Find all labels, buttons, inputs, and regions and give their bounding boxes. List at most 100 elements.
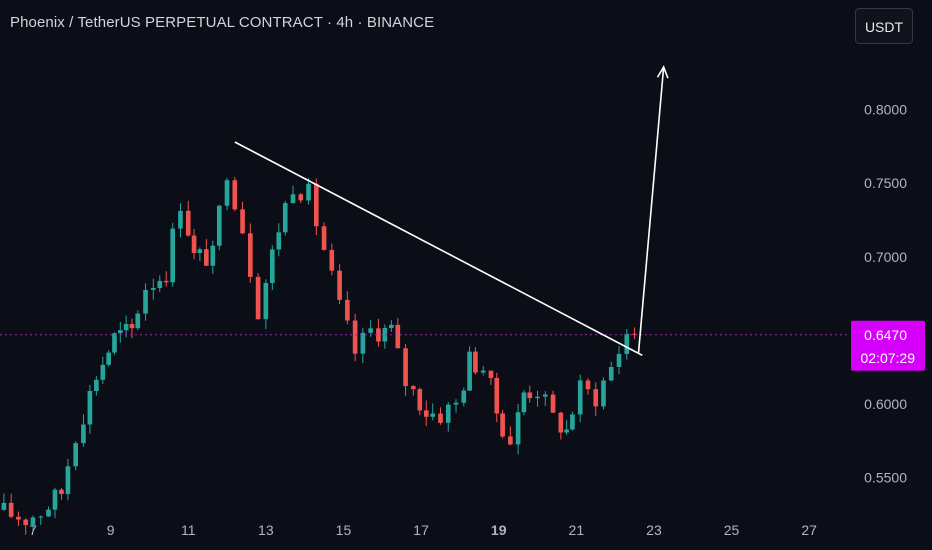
candle [313, 178, 319, 236]
candle [508, 426, 513, 446]
candle-body [143, 289, 148, 314]
candle [210, 240, 216, 274]
bar-countdown: 02:07:29 [861, 350, 916, 366]
x-tick-label: 25 [724, 522, 740, 538]
candle-body [210, 245, 216, 266]
candle [1, 493, 7, 511]
currency-button[interactable]: USDT [855, 8, 913, 44]
candle-body [550, 394, 556, 413]
candle [527, 385, 533, 403]
candle-body [527, 392, 533, 399]
candle-body [608, 366, 614, 381]
candle [112, 332, 117, 355]
annotations-layer [234, 65, 669, 357]
candle-body [306, 183, 311, 201]
candle-body [345, 299, 350, 321]
candle [423, 400, 429, 427]
candle [38, 515, 44, 525]
candle-body [232, 180, 238, 210]
candle [123, 315, 129, 338]
candle [46, 506, 51, 517]
chart-title: Phoenix / TetherUS PERPETUAL CONTRACT · … [10, 14, 435, 31]
candle-body [461, 390, 467, 403]
candle-body [87, 391, 93, 425]
candle-body [521, 392, 527, 413]
candle-body [360, 332, 366, 354]
candle [143, 283, 148, 321]
candle-body [558, 412, 564, 433]
candle [345, 291, 350, 325]
candle [197, 247, 203, 262]
candle-body [585, 380, 591, 390]
candle [488, 370, 494, 386]
candle [389, 320, 394, 332]
candle [23, 518, 29, 535]
forecast-arrow[interactable] [637, 66, 665, 354]
candle-body [170, 228, 176, 283]
candle [417, 387, 423, 416]
candle-body [16, 516, 21, 520]
candle [564, 420, 569, 435]
candle [570, 411, 575, 431]
candle-body [8, 502, 14, 517]
x-tick-label: 7 [29, 522, 37, 538]
candle [106, 350, 111, 367]
candle [282, 200, 288, 236]
candle [601, 377, 606, 410]
candle-body [178, 210, 183, 229]
candle [30, 515, 36, 531]
candle-body [321, 226, 327, 250]
candle [445, 401, 451, 432]
candle [593, 382, 599, 416]
candle-body [488, 370, 494, 378]
candle-body [240, 209, 245, 234]
candle-body [352, 320, 358, 354]
candle [550, 390, 556, 414]
x-tick-label: 9 [107, 522, 115, 538]
candle [59, 487, 64, 500]
candle [376, 318, 381, 347]
candle [337, 264, 342, 305]
candle [438, 407, 443, 425]
candle [65, 458, 71, 501]
candle-body [438, 413, 443, 423]
candle-body [150, 287, 156, 290]
trendline[interactable] [234, 141, 643, 357]
candle-body [632, 333, 637, 335]
candle-body [395, 324, 401, 349]
candle [542, 391, 548, 406]
candle [329, 243, 335, 276]
candle-body [255, 276, 261, 320]
candle [558, 411, 564, 440]
candle [321, 222, 327, 251]
candle-body [382, 327, 388, 342]
candle-body [23, 519, 29, 526]
candle [403, 343, 408, 396]
candle-body [1, 502, 7, 510]
candle [624, 328, 630, 360]
candle-body [298, 194, 304, 201]
candle [521, 390, 527, 416]
x-tick-label: 15 [336, 522, 352, 538]
candle [185, 200, 191, 237]
candle [204, 239, 209, 267]
candle [608, 361, 614, 382]
candle-body [389, 324, 394, 328]
candle-body [445, 404, 451, 423]
price-axis[interactable]: 0.8000 0.7500 0.7000 0.6000 0.5500 [864, 102, 907, 486]
candle [232, 177, 238, 212]
candle-body [46, 509, 51, 517]
candle-body [276, 232, 282, 250]
candle [170, 223, 176, 287]
candle-body [368, 328, 373, 333]
x-tick-label: 19 [491, 522, 507, 538]
candle [157, 275, 163, 292]
candle [430, 403, 436, 421]
current-price-tag-bg [851, 320, 925, 371]
x-tick-label: 27 [801, 522, 817, 538]
time-axis[interactable]: 7 9 11 13 15 17 19 21 23 25 27 [29, 522, 817, 538]
candle [8, 493, 14, 519]
candle-body [52, 489, 58, 510]
candle-body [65, 466, 71, 495]
